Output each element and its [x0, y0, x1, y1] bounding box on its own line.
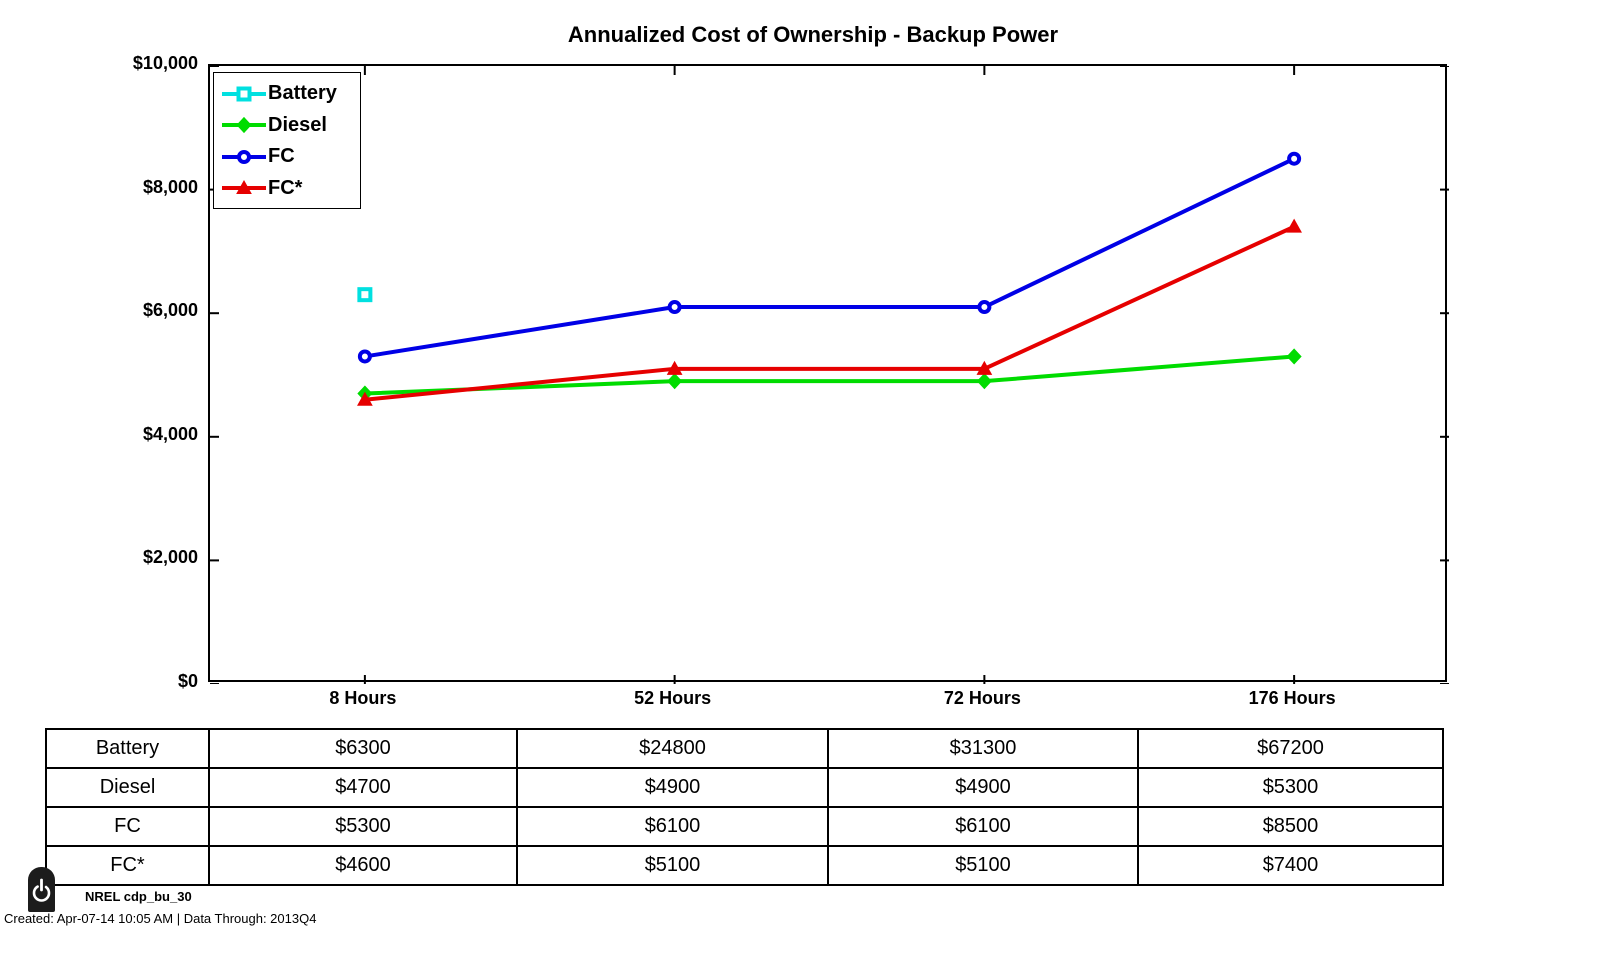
- y-axis-tick-label: $6,000: [142, 300, 198, 321]
- legend-marker: [236, 180, 252, 195]
- data-point-fc: [1287, 151, 1302, 166]
- table-row-label: Diesel: [45, 767, 210, 808]
- table-cell: $6100: [516, 806, 829, 847]
- legend-label: FC*: [268, 176, 303, 199]
- source-label: NREL cdp_bu_30: [85, 889, 192, 904]
- legend-marker-icon: [222, 86, 266, 102]
- legend-item: Battery: [221, 78, 354, 109]
- line-chart: [210, 66, 1449, 684]
- legend-marker-icon: [222, 180, 266, 195]
- table-row: Diesel $4700 $4900 $4900 $5300: [45, 767, 1444, 808]
- data-point-diesel: [1286, 348, 1302, 365]
- legend-item: FC*: [221, 173, 354, 204]
- data-point-diesel: [667, 373, 683, 390]
- table-row: FC* $4600 $5100 $5100 $7400: [45, 845, 1444, 886]
- legend-marker: [236, 86, 252, 102]
- table-row: FC $5300 $6100 $6100 $8500: [45, 806, 1444, 847]
- y-axis-tick-label: $2,000: [142, 547, 198, 568]
- chart-legend: Battery Diesel FC FC*: [213, 72, 361, 209]
- x-axis-tick-label: 52 Hours: [634, 688, 712, 708]
- data-point-fc-star: [357, 391, 373, 406]
- table-cell: $31300: [827, 728, 1139, 769]
- table-cell: $4900: [516, 767, 829, 808]
- legend-item: FC: [221, 141, 354, 172]
- values-table: Battery $6300 $24800 $31300 $67200 Diesel $470…: [45, 728, 1444, 886]
- table-cell: $4600: [208, 845, 518, 886]
- y-axis-tick-label: $8,000: [142, 176, 198, 197]
- y-axis-tick-label: $0: [177, 671, 198, 691]
- data-point-fc: [977, 300, 992, 315]
- table-cell: $6300: [208, 728, 518, 769]
- y-axis-tick-label: $10,000: [132, 53, 198, 73]
- x-axis-tick-label: 176 Hours: [1248, 688, 1336, 708]
- data-point-fc-star: [666, 360, 683, 375]
- plot-area: [208, 64, 1449, 684]
- legend-marker: [237, 149, 251, 164]
- legend-label: Battery: [268, 82, 337, 105]
- table-row-label: Battery: [45, 728, 210, 769]
- legend-marker: [236, 117, 252, 134]
- data-point-diesel: [976, 373, 992, 390]
- table-cell: $8500: [1137, 806, 1444, 847]
- table-cell: $5300: [208, 806, 518, 847]
- legend-marker-icon: [222, 117, 266, 134]
- legend-item: Diesel: [221, 110, 354, 141]
- legend-label: FC: [268, 145, 295, 168]
- power-icon: [28, 867, 55, 912]
- table-row-label: FC: [45, 806, 210, 847]
- x-axis-tick-label: 72 Hours: [943, 688, 1021, 708]
- data-point-battery: [357, 287, 373, 303]
- chart-title: Annualized Cost of Ownership - Backup Po…: [567, 22, 1059, 47]
- series-line-fc: [364, 156, 1295, 359]
- x-axis-tick-label: 8 Hours: [329, 688, 397, 708]
- data-point-fc-star: [976, 360, 993, 375]
- data-point-fc: [667, 300, 682, 315]
- table-cell: $7400: [1137, 845, 1444, 886]
- data-point-fc: [357, 349, 372, 364]
- series-line-diesel: [364, 354, 1295, 396]
- table-cell: $5300: [1137, 767, 1444, 808]
- table-cell: $4900: [827, 767, 1139, 808]
- series-line-fc-star: [364, 224, 1295, 402]
- table-row: Battery $6300 $24800 $31300 $67200: [45, 728, 1444, 769]
- table-row-label: FC*: [45, 845, 210, 886]
- y-axis-tick-label: $4,000: [142, 423, 198, 444]
- data-point-fc-star: [1286, 218, 1302, 233]
- table-cell: $67200: [1137, 728, 1444, 769]
- table-cell: $24800: [516, 728, 829, 769]
- table-cell: $5100: [827, 845, 1139, 886]
- legend-marker-icon: [222, 149, 266, 164]
- created-timestamp: Created: Apr-07-14 10:05 AM | Data Throu…: [4, 911, 317, 926]
- table-cell: $4700: [208, 767, 518, 808]
- table-cell: $6100: [827, 806, 1139, 847]
- table-cell: $5100: [516, 845, 829, 886]
- legend-label: Diesel: [268, 113, 327, 136]
